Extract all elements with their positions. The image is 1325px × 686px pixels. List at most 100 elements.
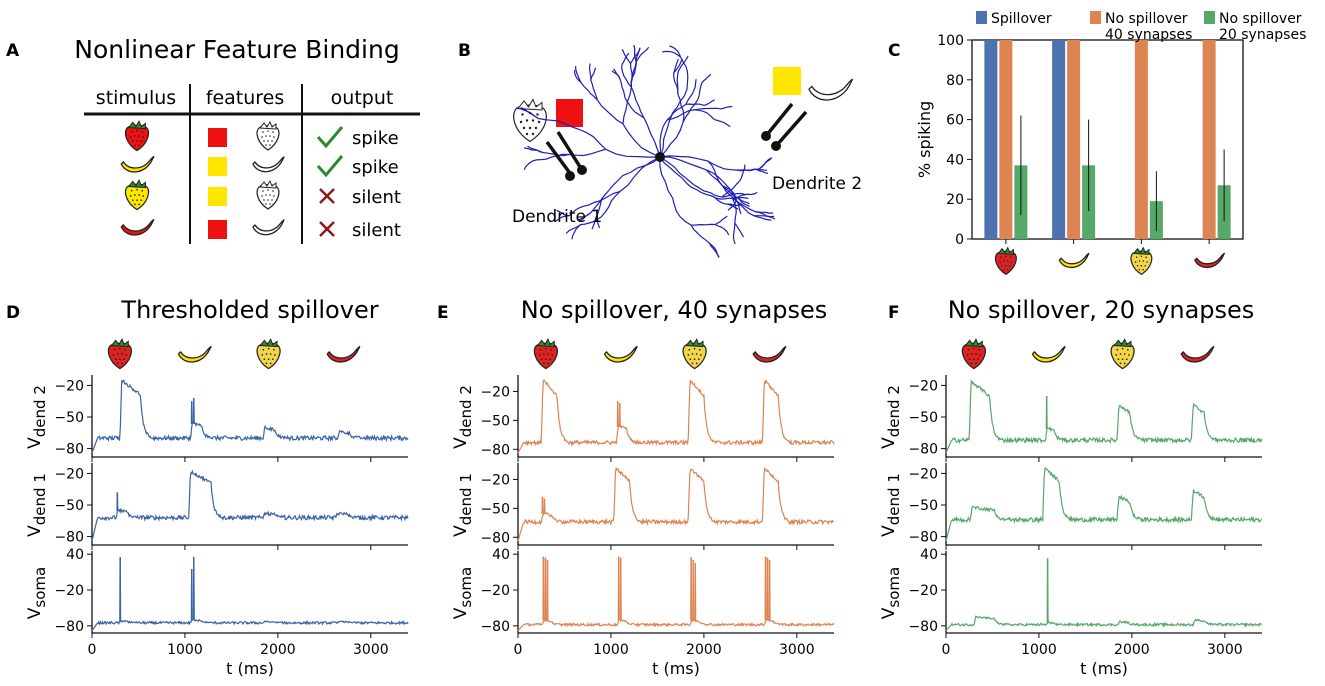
strawberry-seed [1144,265,1146,267]
shape-feature-banana-icon [252,156,285,173]
strawberry-seed [116,362,119,365]
stimulus-red-banana-icon [1180,345,1215,363]
strawberry-leaves [536,338,555,348]
dendrite-1-strawberry-icon [513,98,547,143]
y-axis-label-main: V [879,437,899,449]
dendrite-branch [590,79,599,101]
strawberry-seed [1005,265,1007,267]
dendrite-branch [659,155,708,162]
y-tick-label: −20 [54,583,84,599]
strawberry-seed [265,362,268,365]
strawberry-seed [700,354,702,356]
dendrite-branch [619,156,661,192]
y-axis-label: Vdend 1 [25,473,49,537]
strawberry-seed [973,358,975,361]
dendrite-branch [621,66,632,88]
dendrite-2-contact [771,141,781,151]
dendrite-branch [754,211,774,214]
dendrite-branch [672,82,689,114]
dendrite-branch [707,160,737,171]
y-axis-label-main: V [25,437,45,449]
strawberry-seed [979,354,982,356]
y-axis-label-sub: dend 2 [31,385,49,437]
strawberry-seed [967,348,970,351]
strawberry-leaves [127,179,146,189]
dendrite-branch [701,73,712,84]
y-axis-label-sub: dend 1 [885,473,903,525]
y-axis-label-main: V [451,525,471,537]
strawberry-seed [968,358,971,361]
dendrite-branch [523,147,543,154]
x-axis-label: t (ms) [652,659,700,678]
neuron-diagram [513,44,854,258]
strawberry-seed [271,199,273,201]
strawberry-seed [1117,358,1120,361]
strawberry-seed [136,129,138,132]
y-tick-label: 80 [946,73,964,89]
strawberry-seed [138,194,140,196]
dendrite-branch [714,119,731,128]
y-tick-label: −20 [54,466,84,482]
strawberry-seed [130,189,133,192]
strawberry-seed [138,203,140,206]
strawberry-seed [262,190,264,192]
y-tick-label: −20 [54,378,84,394]
strawberry-seed [136,199,138,202]
banana-body [252,219,285,236]
dendrite-branch [568,148,606,157]
strawberry-seed [1140,255,1143,258]
output-label: silent [352,220,401,241]
dendrite-branch [732,223,736,245]
y-tick-label: −20 [908,466,938,482]
panel-a: A Nonlinear Feature Binding stimulus fea… [6,35,420,244]
stimulus-red-strawberry-icon [533,338,558,370]
y-tick-label: −80 [480,442,510,458]
y-axis-label-sub: dend 2 [885,385,903,437]
dendrite-branch [659,156,694,185]
feature-table-row: silent [120,218,401,241]
legend-entry: No spillover 40 synapses [1090,11,1192,43]
y-tick-label: 60 [946,113,964,129]
strawberry-seed [999,261,1001,263]
strawberry-seed [125,354,128,356]
y-tick-label: −20 [480,583,510,599]
dendrite-branch [605,148,661,158]
y-axis-label-sub: dend 1 [31,473,49,525]
strawberry-seed [691,353,694,355]
strawberry-seed [1008,265,1011,267]
legend-entry: Spillover [976,11,1052,27]
dendrite-branch [680,56,689,83]
strawberry-seed [540,358,543,361]
x-tick-label: 2000 [686,642,722,658]
panel-label-a: A [6,41,20,61]
strawberry-seed [267,199,269,201]
dendrite-branch [753,215,772,221]
strawberry-seed [1005,255,1007,258]
dendrite-branch [666,103,687,121]
legend-swatch [976,11,987,24]
strawberry-seed [134,194,136,196]
y-tick-label: −80 [908,530,938,546]
dendrite-branch [727,203,739,210]
strawberry-seed [142,195,145,197]
dendrite-branch [659,112,674,158]
strawberry-seed [114,358,117,361]
dendrite-1-contact [577,165,587,175]
strawberry-seed [531,119,535,122]
voltage-trace [517,466,835,542]
dendrite-branch [659,156,688,185]
dendrite-branch [737,197,750,207]
dendrite-branch [736,168,755,171]
strawberry-seed [116,353,119,355]
y-axis-label-main: V [25,525,45,537]
dendrite-branch [733,193,749,200]
cross-icon [319,221,335,237]
strawberry-seed [973,347,975,350]
strawberry-seed [693,358,696,361]
strawberry-seed [521,113,524,116]
strawberry-seed [1000,256,1002,259]
banana-body [1031,345,1066,363]
color-feature-swatch [208,187,227,206]
strawberry-seed [1142,268,1145,271]
strawberry-seed [273,195,275,197]
